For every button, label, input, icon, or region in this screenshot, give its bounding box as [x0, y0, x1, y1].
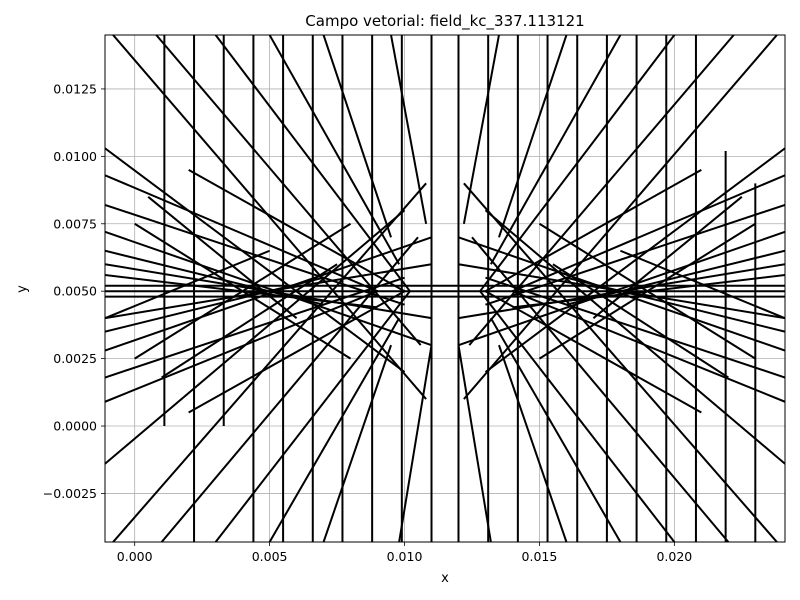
field-line — [105, 276, 324, 333]
field-line — [490, 35, 622, 265]
y-tick-label: 0.0125 — [53, 81, 97, 96]
field-line — [105, 230, 432, 347]
x-tick-label: 0.015 — [522, 549, 558, 564]
x-tick-label: 0.010 — [387, 549, 423, 564]
field-line — [458, 230, 785, 347]
field-line — [105, 249, 270, 320]
y-tick-label: 0.0050 — [53, 284, 97, 299]
field-line — [620, 249, 785, 320]
chart-title: Campo vetorial: field_kc_337.113121 — [305, 12, 584, 31]
y-tick-label: 0.0000 — [53, 419, 97, 434]
field-line — [147, 196, 298, 319]
field-line — [268, 35, 400, 265]
field-line — [498, 35, 568, 238]
field-line — [512, 274, 785, 309]
y-axis-label: y — [15, 285, 30, 293]
field-line — [471, 236, 730, 542]
field-line — [485, 276, 785, 379]
field-line — [468, 35, 735, 346]
x-tick-label: 0.005 — [252, 549, 288, 564]
field-line — [155, 35, 422, 346]
field-lines — [105, 35, 785, 542]
field-line — [484, 209, 785, 465]
field-line — [398, 344, 433, 542]
axes-frame — [104, 34, 786, 543]
y-tick-label: 0.0075 — [53, 216, 97, 231]
x-axis-label: x — [441, 571, 449, 586]
field-line — [268, 317, 400, 542]
field-line — [498, 344, 568, 542]
field-line — [490, 317, 622, 542]
y-tick-label: 0.0025 — [53, 351, 97, 366]
field-line — [105, 147, 406, 373]
x-tick-label: 0.000 — [117, 549, 153, 564]
field-line — [390, 35, 428, 224]
field-line — [105, 274, 378, 309]
field-line — [512, 290, 785, 403]
y-tick-label: 0.0100 — [53, 149, 97, 164]
field-line — [105, 209, 406, 465]
field-line — [462, 35, 500, 224]
y-tick-label: −0.0025 — [43, 486, 97, 501]
field-line — [105, 203, 405, 306]
field-line — [592, 196, 743, 319]
field-line — [457, 344, 492, 542]
field-line — [105, 276, 405, 379]
field-line — [485, 203, 785, 306]
field-line — [322, 344, 392, 542]
field-line — [322, 35, 392, 238]
x-tick-label: 0.020 — [656, 549, 692, 564]
field-line — [552, 263, 729, 379]
field-line — [484, 147, 785, 373]
field-line — [161, 263, 338, 379]
axis-ticks: 0.000 0.005 0.010 0.015 0.020 −0.0025 0.0000 0.… — [43, 81, 693, 564]
plot-area — [105, 35, 785, 542]
field-line — [160, 236, 419, 542]
field-line — [105, 290, 378, 403]
field-line — [566, 276, 785, 333]
